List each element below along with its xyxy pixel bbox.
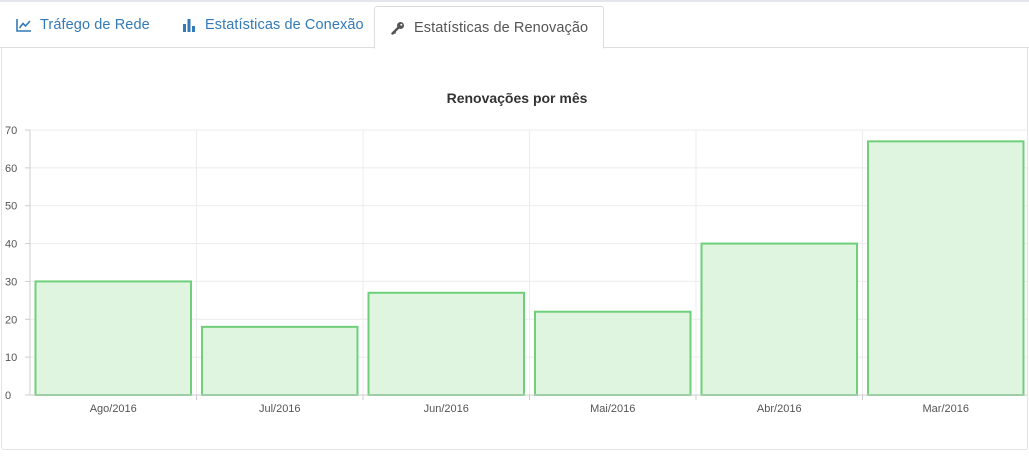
bar-ago-2016[interactable] <box>34 280 192 396</box>
chart-panel: Renovações por mês 0 10 20 30 40 50 60 70 Ago/2… <box>1 47 1028 450</box>
bar-chart-icon <box>181 17 197 33</box>
y-tick-label: 60 <box>5 163 17 175</box>
tab-trafego-de-rede[interactable]: Tráfego de Rede <box>16 2 150 48</box>
bar-mai-2016[interactable] <box>534 310 692 397</box>
tab-label: Estatísticas de Conexão <box>205 17 364 33</box>
x-tick-label: Mai/2016 <box>590 403 635 415</box>
bars <box>34 140 1025 397</box>
y-tick-label: 10 <box>5 352 17 364</box>
x-tick-label: Jul/2016 <box>259 403 301 415</box>
x-tick-label: Abr/2016 <box>757 403 802 415</box>
tab-label: Estatísticas de Renovação <box>414 19 589 36</box>
key-icon <box>390 20 406 36</box>
y-tick-label: 70 <box>5 125 17 137</box>
y-tick-label: 40 <box>5 239 17 251</box>
bar-jun-2016[interactable] <box>367 291 525 397</box>
y-axis-ticks: 0 10 20 30 40 50 60 70 <box>5 125 17 402</box>
chart-title: Renovações por mês <box>447 90 588 106</box>
y-tick-label: 50 <box>5 201 17 213</box>
tab-estatisticas-de-renovacao[interactable]: Estatísticas de Renovação <box>374 6 605 49</box>
bar-abr-2016[interactable] <box>700 242 858 396</box>
x-axis-ticks: Ago/2016 Jul/2016 Jun/2016 Mai/2016 Abr/2016… <box>90 403 969 415</box>
x-tick-label: Mar/2016 <box>923 403 969 415</box>
bar-chart: Renovações por mês 0 10 20 30 40 50 60 70 Ago/2… <box>5 90 1027 415</box>
line-chart-icon <box>16 17 32 33</box>
y-tick-label: 20 <box>5 314 17 326</box>
tab-estatisticas-de-conexao[interactable]: Estatísticas de Conexão <box>181 2 364 48</box>
tab-bar: Tráfego de Rede Estatísticas de Conexão … <box>0 2 1029 49</box>
x-tick-label: Ago/2016 <box>90 403 137 415</box>
bar-jul-2016[interactable] <box>201 325 359 397</box>
y-tick-label: 30 <box>5 276 17 288</box>
top-border <box>0 0 1029 2</box>
y-tick-label: 0 <box>5 390 11 402</box>
grid-lines <box>30 129 1027 395</box>
bar-mar-2016[interactable] <box>867 140 1025 396</box>
tab-label: Tráfego de Rede <box>40 17 150 33</box>
axes <box>25 129 1027 400</box>
x-tick-label: Jun/2016 <box>424 403 469 415</box>
